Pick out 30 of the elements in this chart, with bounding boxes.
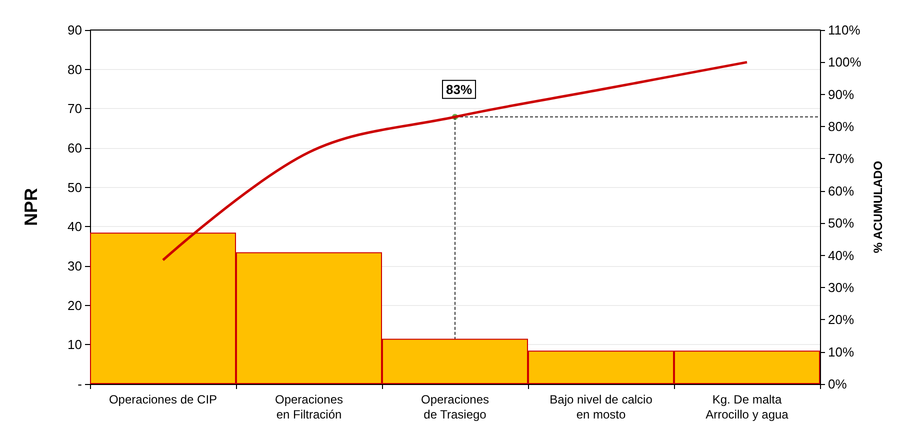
y2-axis-title: % ACUMULADO	[871, 160, 886, 254]
y-tick-label: 50	[68, 180, 82, 195]
y2-tick-label: 60%	[828, 183, 854, 198]
y-tick-label: 40	[68, 219, 82, 234]
y-tick-label: 30	[68, 258, 82, 274]
y2-tick-label: 110%	[828, 22, 861, 38]
y-tick-label: 90	[68, 22, 82, 38]
x-tick-label: Kg. De malta Arrocillo y agua	[706, 392, 789, 422]
x-tick-label: Operaciones de CIP	[108, 392, 218, 406]
y2-tick-label: 0%	[828, 376, 848, 392]
y-tick-label: 60	[68, 140, 82, 156]
x-tick-label: Operaciones de Trasiego	[420, 392, 490, 422]
y2-tick-label: 90%	[828, 86, 854, 102]
y-axis-title: NPR	[21, 188, 41, 226]
y2-tick-label: 40%	[828, 248, 854, 263]
y-tick-label: 20	[68, 298, 82, 313]
y2-tick-label: 70%	[828, 151, 854, 166]
y2-tick-label: 20%	[828, 312, 854, 328]
y-tick-label: 80	[68, 62, 82, 77]
y2-tick-label: 100%	[828, 54, 862, 70]
y-tick-label: 70	[68, 101, 82, 116]
ref-line-label: 83%	[446, 82, 472, 97]
x-tick-label: Bajo nivel de calcio en mosto	[550, 392, 653, 422]
y2-tick-label: 80%	[828, 119, 854, 134]
y-tick-label: 10	[68, 337, 82, 352]
y2-tick-label: 30%	[828, 280, 854, 295]
y2-tick-label: 50%	[828, 216, 854, 231]
y-tick-label: -	[78, 376, 82, 392]
x-tick-label: Operaciones en Filtración	[274, 392, 344, 422]
y2-tick-label: 10%	[828, 344, 854, 360]
